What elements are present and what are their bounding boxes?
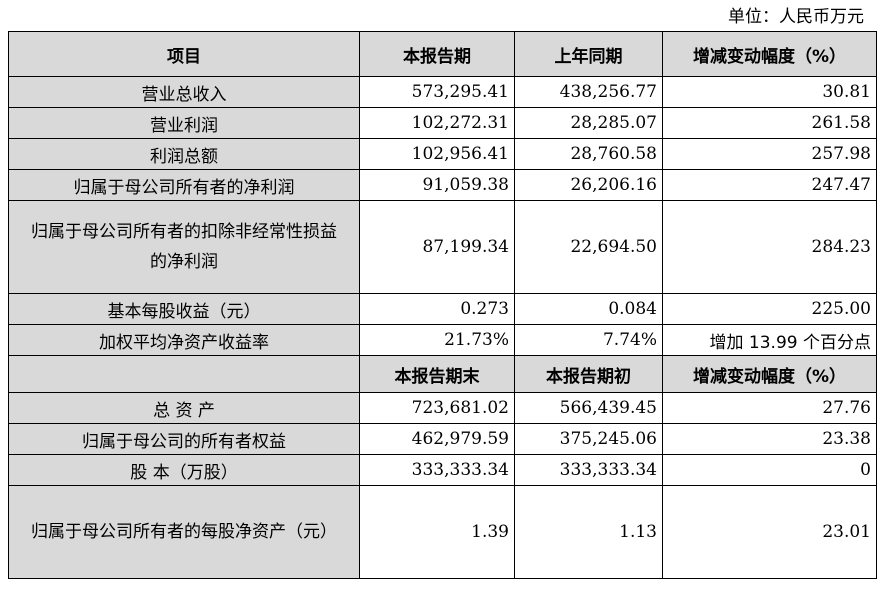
- table-row: 归属于母公司所有者的净利润 91,059.38 26,206.16 247.47: [8, 169, 877, 201]
- table-row: 归属于母公司所有者的每股净资产（元） 1.39 1.13 23.01: [8, 485, 877, 579]
- cell-change: 247.47: [662, 169, 877, 201]
- row-label: 总 资 产: [8, 392, 360, 424]
- table-row: 营业总收入 573,295.41 438,256.77 30.81: [8, 76, 877, 108]
- cell-period-start: 1.13: [514, 485, 663, 579]
- cell-prior: 438,256.77: [514, 76, 663, 108]
- cell-prior: 7.74%: [514, 324, 663, 356]
- cell-change: 257.98: [662, 138, 877, 170]
- cell-current: 573,295.41: [359, 76, 515, 108]
- row-label: 归属于母公司所有者的扣除非经常性损益的净利润: [8, 200, 360, 294]
- table-row: 股 本（万股） 333,333.34 333,333.34 0: [8, 454, 877, 486]
- col-header-period-start: 本报告期初: [514, 355, 663, 393]
- col-header-period-end: 本报告期末: [359, 355, 515, 393]
- cell-prior: 28,285.07: [514, 107, 663, 139]
- cell-prior: 0.084: [514, 293, 663, 325]
- cell-prior: 28,760.58: [514, 138, 663, 170]
- header-row: 项目 本报告期 上年同期 增减变动幅度（%）: [8, 31, 877, 77]
- row-label: 归属于母公司所有者的每股净资产（元）: [8, 485, 360, 579]
- cell-change: 225.00: [662, 293, 877, 325]
- col-header-change: 增减变动幅度（%）: [662, 31, 877, 77]
- table-row: 加权平均净资产收益率 21.73% 7.74% 增加 13.99 个百分点: [8, 324, 877, 356]
- row-label: 归属于母公司的所有者权益: [8, 423, 360, 455]
- table-row: 基本每股收益（元） 0.273 0.084 225.00: [8, 293, 877, 325]
- row-label: 基本每股收益（元）: [8, 293, 360, 325]
- cell-period-end: 462,979.59: [359, 423, 515, 455]
- col-header-current-period: 本报告期: [359, 31, 515, 77]
- table-row: 归属于母公司的所有者权益 462,979.59 375,245.06 23.38: [8, 423, 877, 455]
- cell-period-start: 566,439.45: [514, 392, 663, 424]
- cell-prior: 22,694.50: [514, 200, 663, 294]
- col-header-prior-period: 上年同期: [514, 31, 663, 77]
- cell-change: 23.38: [662, 423, 877, 455]
- cell-change: 27.76: [662, 392, 877, 424]
- unit-label: 单位：人民币万元: [728, 7, 864, 27]
- col-header-change: 增减变动幅度（%）: [662, 355, 877, 393]
- cell-current: 87,199.34: [359, 200, 515, 294]
- row-label: 营业利润: [8, 107, 360, 139]
- table-row: 利润总额 102,956.41 28,760.58 257.98: [8, 138, 877, 170]
- cell-period-end: 1.39: [359, 485, 515, 579]
- row-label: 营业总收入: [8, 76, 360, 108]
- blank-header-cell: [8, 355, 360, 393]
- cell-current: 102,272.31: [359, 107, 515, 139]
- cell-current: 0.273: [359, 293, 515, 325]
- cell-period-end: 723,681.02: [359, 392, 515, 424]
- cell-change: 0: [662, 454, 877, 486]
- cell-change: 增加 13.99 个百分点: [662, 324, 877, 356]
- cell-current: 91,059.38: [359, 169, 515, 201]
- col-header-item: 项目: [8, 31, 360, 77]
- table-row: 总 资 产 723,681.02 566,439.45 27.76: [8, 392, 877, 424]
- cell-current: 102,956.41: [359, 138, 515, 170]
- subheader-row: 本报告期末 本报告期初 增减变动幅度（%）: [8, 355, 877, 393]
- financial-table: 项目 本报告期 上年同期 增减变动幅度（%） 营业总收入 573,295.41 …: [8, 31, 877, 579]
- cell-period-start: 333,333.34: [514, 454, 663, 486]
- cell-prior: 26,206.16: [514, 169, 663, 201]
- cell-change: 261.58: [662, 107, 877, 139]
- row-label: 归属于母公司所有者的净利润: [8, 169, 360, 201]
- row-label: 加权平均净资产收益率: [8, 324, 360, 356]
- cell-change: 30.81: [662, 76, 877, 108]
- table-row: 营业利润 102,272.31 28,285.07 261.58: [8, 107, 877, 139]
- cell-period-end: 333,333.34: [359, 454, 515, 486]
- cell-current: 21.73%: [359, 324, 515, 356]
- cell-period-start: 375,245.06: [514, 423, 663, 455]
- row-label: 股 本（万股）: [8, 454, 360, 486]
- cell-change: 23.01: [662, 485, 877, 579]
- row-label: 利润总额: [8, 138, 360, 170]
- cell-change: 284.23: [662, 200, 877, 294]
- table-row: 归属于母公司所有者的扣除非经常性损益的净利润 87,199.34 22,694.…: [8, 200, 877, 294]
